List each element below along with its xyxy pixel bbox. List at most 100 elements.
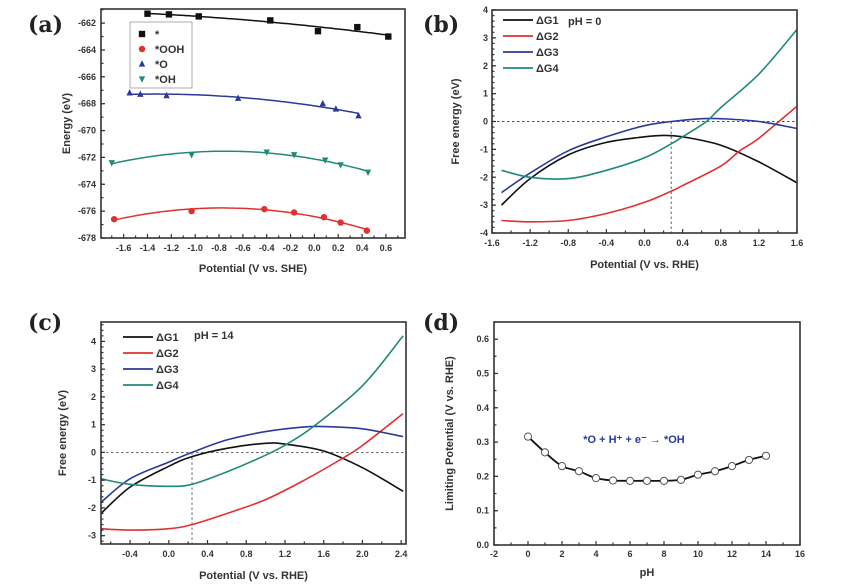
y-axis-title: Limiting Potential (V vs. RHE) (444, 356, 456, 511)
x-tick-label: -1.4 (140, 243, 156, 253)
data-point (710, 467, 720, 476)
series-o-point (163, 91, 170, 99)
series-star-point (314, 27, 322, 35)
data-point (659, 476, 669, 485)
series-ooh-fit-line (113, 207, 368, 231)
x-tick-label: -0.2 (283, 243, 299, 253)
x-tick-label: 1.2 (753, 238, 766, 248)
x-tick-label: -1.2 (522, 238, 538, 248)
plot-area (108, 10, 392, 234)
x-tick-label: 4 (593, 549, 598, 559)
panel-d: (d) -2 0 2 4 6 8 10 12 14 16 0.0 0.1 0.2 0.3 0.4 0.5 0.6 p… (423, 310, 805, 579)
x-tick-label: -0.4 (122, 549, 138, 559)
y-tick-label: 2 (483, 61, 488, 71)
legend-marker (138, 30, 146, 38)
y-tick-label: -666 (78, 72, 96, 82)
x-tick-label: 1.6 (791, 238, 804, 248)
y-axis-title: Free energy (eV) (450, 78, 462, 165)
legend-label: ΔG1 (536, 15, 559, 27)
y-tick-label: -4 (480, 228, 488, 238)
series-ooh-point (337, 219, 344, 226)
series-g3-line (501, 117, 797, 194)
x-tick-label: 2 (559, 549, 564, 559)
y-tick-label: 0.2 (476, 471, 489, 481)
y-tick-label: 0.0 (476, 540, 489, 550)
legend: ΔG1 ΔG2 ΔG3 ΔG4 (123, 332, 179, 392)
series-o-point (319, 99, 326, 107)
series-o-point (234, 94, 242, 101)
x-tick-label: -0.8 (560, 238, 576, 248)
data-point (744, 455, 754, 465)
y-tick-label: 1 (483, 89, 488, 99)
x-tick-label: -1.0 (187, 243, 203, 253)
y-tick-label: -662 (78, 18, 96, 28)
data-point (557, 461, 567, 471)
legend-label: ΔG3 (536, 47, 559, 59)
legend-label: *OH (155, 74, 176, 86)
x-tick-label: 0.4 (356, 243, 369, 253)
x-tick-label: -0.6 (235, 243, 251, 253)
y-tick-label: 0.1 (476, 506, 489, 516)
x-tick-label: 0.0 (638, 238, 651, 248)
data-point (727, 461, 737, 471)
legend-marker (138, 45, 146, 53)
series-star-point (195, 13, 202, 20)
plot-frame (100, 8, 406, 239)
panel-b: (b) -1.6 -1.2 -0.8 -0.4 0.0 0.4 0.8 1.2 1.6 -4 -3 -2… (423, 5, 803, 271)
x-tick-label: 12 (727, 549, 737, 559)
x-axis-title: Potential (V vs. SHE) (199, 263, 308, 275)
series-star-point (144, 10, 151, 17)
legend-label: ΔG2 (156, 348, 179, 360)
y-tick-label: 3 (91, 364, 96, 374)
series-g1-line (101, 442, 404, 515)
legend-marker (138, 60, 146, 67)
panel-label: (d) (423, 310, 459, 336)
series-oh-point (364, 169, 372, 176)
legend-label: ΔG3 (156, 364, 179, 376)
series-g3-line (101, 425, 404, 504)
data-point (608, 476, 618, 485)
y-tick-label: 1 (91, 420, 96, 430)
series-ooh-point (188, 207, 195, 215)
data-point (574, 467, 584, 476)
x-tick-label: -0.4 (599, 238, 615, 248)
x-tick-label: -1.6 (116, 243, 132, 253)
legend-label: ΔG1 (156, 332, 179, 344)
y-tick-label: -1 (480, 144, 488, 154)
y-tick-label: -2 (480, 172, 488, 182)
y-tick-label: -674 (78, 179, 96, 189)
legend-label: *O (155, 59, 168, 71)
data-point (591, 474, 601, 483)
x-tick-label: 0.6 (380, 243, 393, 253)
annotation-text: pH = 0 (568, 16, 601, 28)
x-tick-label: 14 (761, 549, 771, 559)
legend-label: ΔG4 (156, 380, 179, 392)
y-tick-label: -668 (78, 99, 96, 109)
plot-area (492, 28, 797, 233)
x-tick-label: 10 (693, 549, 703, 559)
x-tick-label: -1.2 (164, 243, 180, 253)
legend-label: * (155, 29, 160, 41)
data-point (761, 451, 771, 460)
series-oh-point (290, 152, 298, 159)
series-ooh-point (320, 213, 328, 221)
series-g4-line (101, 335, 404, 488)
series-oh-point (321, 157, 329, 164)
y-tick-label: 4 (483, 5, 488, 15)
x-tick-label: 0.0 (163, 549, 176, 559)
panel-label: (c) (28, 310, 62, 336)
x-tick-label: 0.4 (201, 549, 214, 559)
y-tick-label: -676 (78, 206, 96, 216)
y-tick-label: 0.4 (476, 403, 489, 413)
series-ooh-point (110, 215, 118, 223)
y-tick-label: -3 (88, 531, 96, 541)
panel-c: (c) -0.4 0.0 0.4 0.8 1.2 1.6 2.0 2.4 -3 -2 -1 0 1 2 3 4 P… (28, 310, 407, 582)
x-tick-label: -2 (490, 549, 498, 559)
panel-label: (b) (423, 12, 459, 38)
legend: ΔG1 ΔG2 ΔG3 ΔG4 (503, 15, 559, 75)
legend: * *OOH *O *OH (129, 21, 193, 89)
y-axis-title: Energy (eV) (61, 93, 73, 154)
y-tick-label: -2 (88, 503, 96, 513)
y-tick-label: 2 (91, 392, 96, 402)
y-tick-label: 0 (483, 117, 488, 127)
